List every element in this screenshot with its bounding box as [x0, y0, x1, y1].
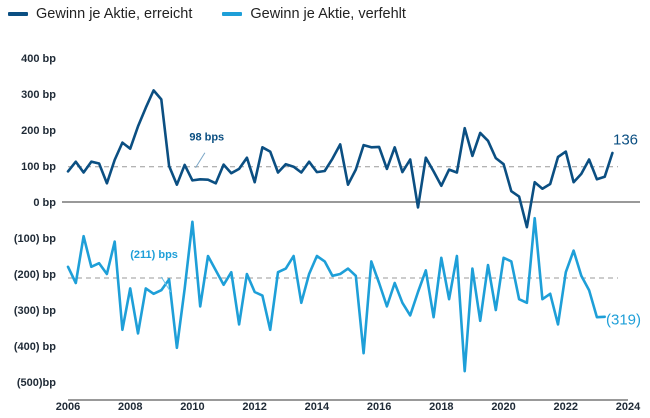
y-tick-label: (500)bp [17, 377, 56, 389]
x-tick-label: 2022 [554, 401, 578, 413]
y-tick-label: (400) bp [14, 341, 56, 353]
reference-label-missed: (211) bps [130, 249, 178, 261]
last-value-label-missed: (319) [606, 311, 641, 328]
x-tick-label: 2018 [429, 401, 453, 413]
y-tick-label: 300 bp [21, 89, 56, 101]
x-tick-label: 2014 [305, 401, 330, 413]
y-tick-label: (100) bp [14, 233, 56, 245]
x-tick-label: 2010 [180, 401, 204, 413]
x-tick-label: 2012 [242, 401, 266, 413]
y-tick-label: (200) bp [14, 269, 56, 281]
y-tick-label: 100 bp [21, 161, 56, 173]
x-tick-label: 2008 [118, 401, 142, 413]
legend-label-met: Gewinn je Aktie, erreicht [36, 6, 193, 22]
y-tick-label: 200 bp [21, 125, 56, 137]
y-tick-label: 0 bp [33, 197, 56, 209]
reference-callout-missed [160, 276, 172, 293]
legend-swatch-missed [222, 12, 243, 16]
legend-item-met: Gewinn je Aktie, erreicht [8, 6, 192, 22]
x-tick-label: 2006 [56, 401, 80, 413]
legend-swatch-met [8, 12, 28, 16]
x-tick-label: 2016 [367, 401, 391, 413]
reference-label-met: 98 bps [189, 132, 224, 144]
x-tick-label: 2024 [616, 401, 641, 413]
last-value-label-met: 136 [613, 131, 638, 148]
legend-item-missed: Gewinn je Aktie, verfehlt [222, 6, 406, 22]
y-tick-label: 400 bp [21, 53, 56, 65]
reference-callout-met [195, 152, 206, 168]
y-tick-label: (300) bp [14, 305, 56, 317]
series-line-met [66, 89, 614, 229]
legend: Gewinn je Aktie, erreicht Gewinn je Akti… [8, 6, 436, 22]
legend-label-missed: Gewinn je Aktie, verfehlt [250, 6, 406, 22]
series-line-missed [66, 216, 607, 373]
x-tick-label: 2020 [491, 401, 515, 413]
